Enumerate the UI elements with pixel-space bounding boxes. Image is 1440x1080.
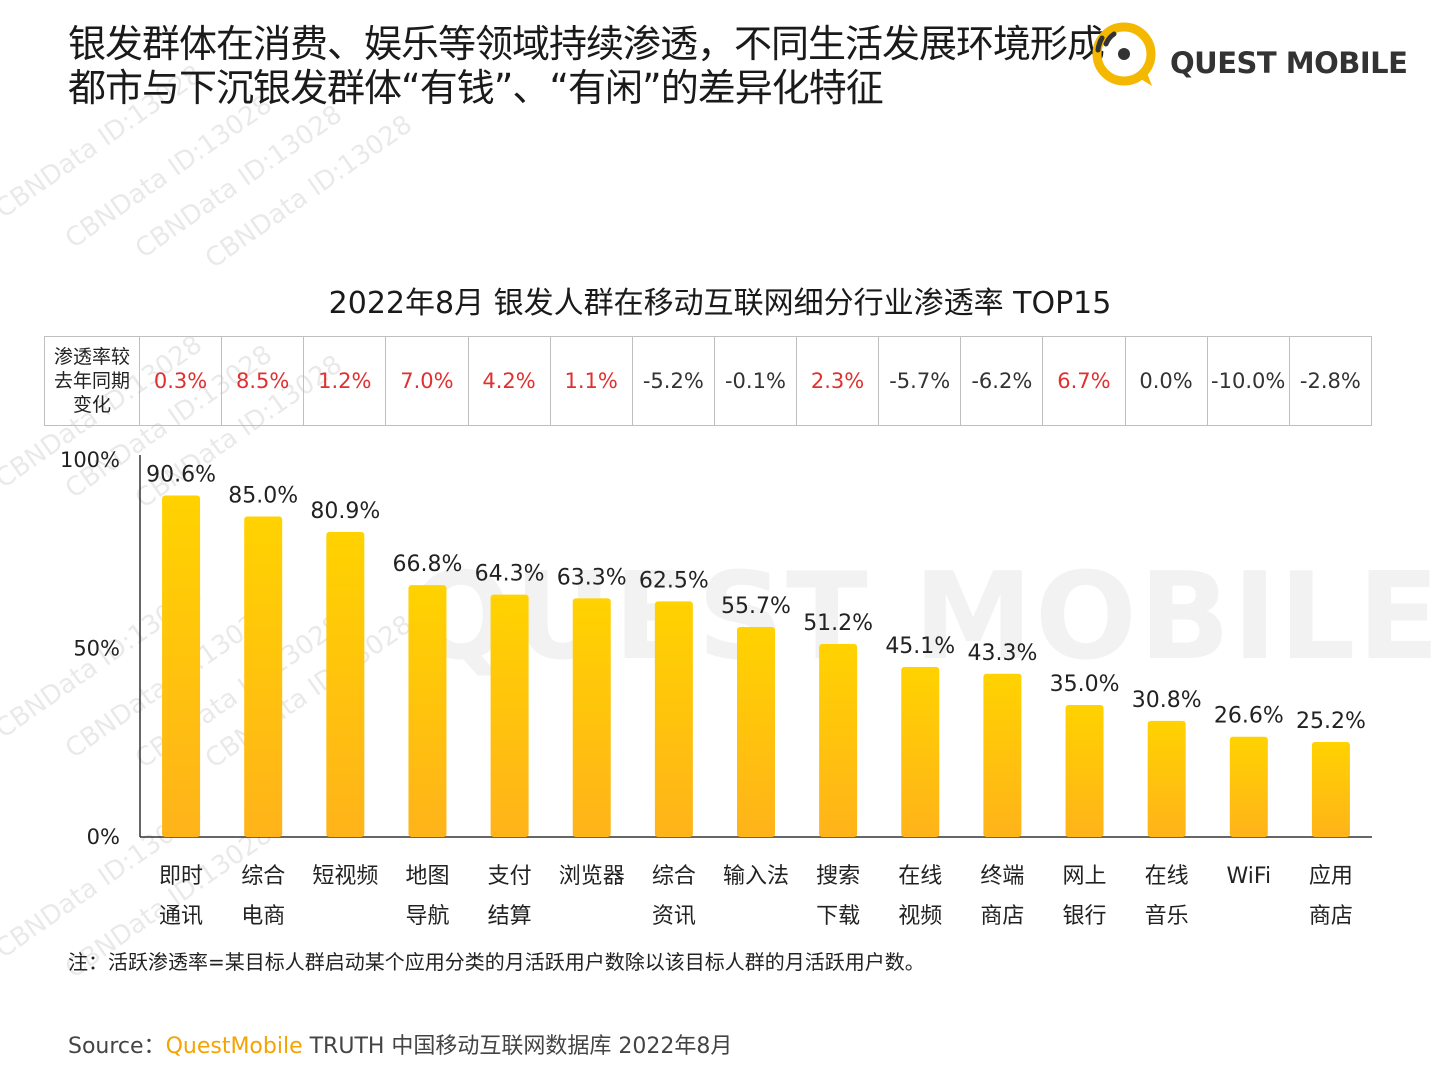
change-cell: -0.1%: [713, 336, 798, 426]
bar: [1147, 720, 1186, 837]
change-cell: -6.2%: [960, 336, 1044, 426]
data-label: 90.6%: [146, 462, 216, 487]
data-label: 45.1%: [885, 634, 955, 659]
bar: [1065, 705, 1104, 837]
change-cell: 8.5%: [221, 336, 305, 426]
change-cell: 6.7%: [1042, 336, 1126, 426]
bar: [1229, 736, 1268, 837]
x-tick-label: WiFi: [1227, 864, 1272, 889]
chart-title: 2022年8月 银发人群在移动互联网细分行业渗透率 TOP15: [328, 286, 1112, 321]
bar: [408, 585, 447, 837]
y-tick-label: 50%: [73, 637, 120, 661]
x-tick-label: 导航: [405, 904, 449, 929]
x-tick-label: 应用: [1309, 864, 1353, 889]
x-tick-label: 短视频: [312, 864, 378, 889]
bar: [819, 643, 858, 837]
bar: [326, 532, 365, 837]
page-title-line1: 银发群体在消费、娱乐等领域持续渗透，不同生活发展环境形成: [68, 22, 1105, 66]
bar: [654, 601, 693, 837]
data-label: 63.3%: [557, 565, 627, 590]
watermark-text: CBNData ID:13028: [60, 89, 278, 255]
x-tick-label: 商店: [1309, 904, 1353, 929]
data-label: 30.8%: [1132, 688, 1202, 713]
change-cell: -5.7%: [878, 336, 962, 426]
x-tick-label: 支付: [488, 864, 532, 889]
source-line: Source：QuestMobile TRUTH 中国移动互联网数据库 2022…: [68, 1028, 732, 1060]
change-cell: 1.1%: [549, 336, 633, 426]
x-tick-label: 输入法: [723, 864, 789, 889]
questmobile-logo: QUEST MOBILE: [1090, 20, 1408, 90]
x-tick-label: 资讯: [652, 904, 696, 929]
change-cell: 7.0%: [385, 336, 469, 426]
x-tick-label: 音乐: [1145, 904, 1189, 929]
footnote: 注：活跃渗透率=某目标人群启动某个应用分类的月活跃用户数除以该目标人群的月活跃用…: [68, 950, 925, 974]
bar: [490, 594, 529, 837]
y-tick-label: 100%: [60, 448, 120, 472]
logo-icon: [1092, 22, 1156, 86]
data-label: 43.3%: [967, 641, 1037, 666]
source-rest: TRUTH 中国移动互联网数据库 2022年8月: [302, 1034, 733, 1059]
x-tick-label: 浏览器: [559, 864, 625, 889]
bar: [737, 627, 775, 837]
page-title-line2: 都市与下沉银发群体“有钱”、“有闲”的差异化特征: [68, 66, 884, 110]
data-label: 62.5%: [639, 568, 709, 593]
change-cell: 4.2%: [467, 336, 551, 426]
watermark-text: CBNData ID:13028: [200, 109, 418, 275]
change-cell: 2.3%: [795, 336, 880, 426]
data-label: 64.3%: [475, 562, 545, 587]
change-cell: 0.0%: [1124, 336, 1208, 426]
x-tick-label: 地图: [405, 864, 449, 889]
x-tick-label: 在线: [1145, 864, 1189, 889]
data-label: 55.7%: [721, 594, 791, 619]
data-label: 80.9%: [310, 499, 380, 524]
change-table: 渗透率较去年同期变化 0.3% 8.5% 1.2% 7.0% 4.2% 1.1% -5.2%…: [44, 336, 1373, 426]
bar: [1311, 741, 1350, 837]
x-tick-label: 终端: [980, 864, 1024, 889]
x-tick-label: 综合: [241, 864, 285, 889]
page-title: 银发群体在消费、娱乐等领域持续渗透，不同生活发展环境形成 都市与下沉银发群体“有…: [68, 22, 1105, 110]
x-tick-label: 通讯: [159, 904, 203, 929]
data-label: 25.2%: [1296, 709, 1366, 734]
x-tick-label: 在线: [898, 864, 942, 889]
x-tick-label: 电商: [241, 904, 285, 929]
y-tick-label: 0%: [87, 825, 120, 849]
x-tick-label: 综合: [652, 864, 696, 889]
x-tick-label: 视频: [898, 904, 942, 929]
change-cell: 1.2%: [303, 336, 387, 426]
watermark-text: CBNData ID:13028: [130, 99, 348, 265]
logo-text: QUEST MOBILE: [1170, 46, 1408, 80]
bar: [162, 495, 201, 837]
change-cell: -10.0%: [1206, 336, 1290, 426]
data-label: 66.8%: [393, 552, 463, 577]
change-cell: -5.2%: [631, 336, 715, 426]
x-tick-label: 即时: [159, 864, 203, 889]
data-label: 35.0%: [1050, 672, 1120, 697]
data-label: 26.6%: [1214, 704, 1284, 729]
change-row: 渗透率较去年同期变化 0.3% 8.5% 1.2% 7.0% 4.2% 1.1% -5.2%…: [44, 336, 1373, 426]
data-label: 51.2%: [803, 611, 873, 636]
bar: [572, 598, 611, 837]
x-tick-label: 搜索: [816, 864, 860, 889]
change-row-header: 渗透率较去年同期变化: [44, 336, 140, 426]
x-tick-label: 结算: [488, 904, 532, 929]
x-tick-label: 网上: [1063, 864, 1107, 889]
change-cell: 0.3%: [138, 336, 223, 426]
source-brand: QuestMobile: [165, 1034, 303, 1059]
x-tick-label: 下载: [816, 904, 860, 929]
bar: [983, 673, 1022, 837]
x-tick-label: 银行: [1063, 904, 1107, 929]
source-prefix: Source：: [68, 1034, 166, 1059]
change-cell: -2.8%: [1288, 336, 1373, 426]
bar: [244, 516, 283, 837]
data-label: 85.0%: [228, 484, 298, 509]
x-tick-label: 商店: [980, 904, 1024, 929]
bar: [901, 666, 940, 837]
